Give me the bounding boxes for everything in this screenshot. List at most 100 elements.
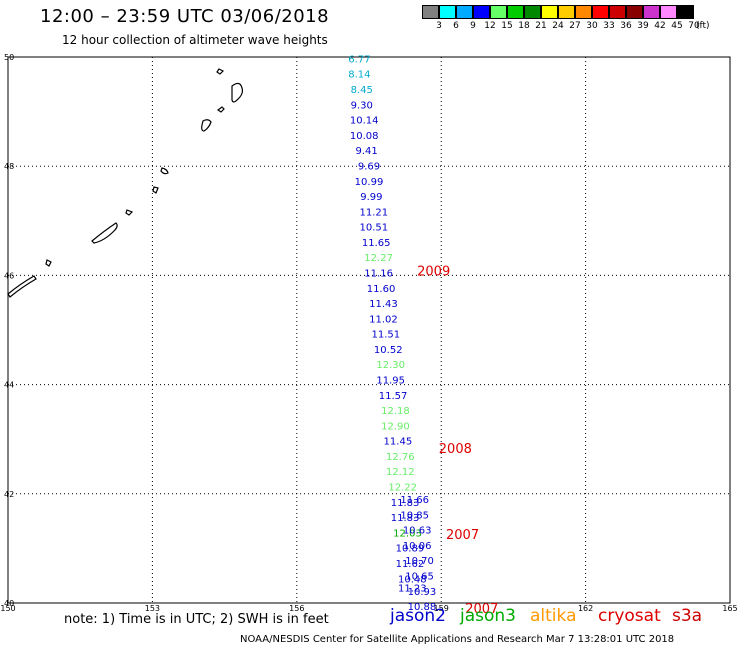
color-swatch: [626, 5, 643, 19]
map-subtitle: 12 hour collection of altimeter wave hei…: [62, 33, 328, 47]
color-scale-label: 39: [637, 21, 649, 31]
island-shape: [231, 82, 244, 103]
wave-height-label: 12.18: [381, 406, 410, 417]
footer-credit: NOAA/NESDIS Center for Satellite Applica…: [240, 634, 675, 645]
wave-height-label: 11.23: [398, 584, 427, 595]
y-tick-label: 46: [4, 271, 14, 280]
color-scale-label: 3: [436, 21, 442, 31]
axis-labels: 150 153 156 159 162 165 40 42 44 46 48 50: [0, 53, 737, 613]
x-tick-label: 162: [578, 604, 593, 613]
color-swatch: [575, 5, 592, 19]
y-tick-label: 48: [4, 162, 14, 171]
y-tick-label: 40: [4, 599, 14, 608]
color-swatch: [456, 5, 473, 19]
wave-height-label: 10.65: [405, 572, 434, 583]
wave-height-label: 12.12: [386, 467, 415, 478]
wave-height-label: 11.43: [369, 299, 398, 310]
color-scale-label: 15: [501, 21, 513, 31]
color-swatch: [439, 5, 456, 19]
wave-height-label: 12.27: [364, 253, 393, 264]
wave-height-label: 11.51: [372, 330, 401, 341]
coastline: [7, 68, 244, 298]
wave-height-label: 11.83: [391, 498, 420, 509]
note-text: note: 1) Time is in UTC; 2) SWH is in fe…: [64, 612, 329, 627]
legend-altika: altika: [530, 606, 577, 626]
legend-jason2: jason2: [390, 606, 446, 626]
wave-height-label: 9.99: [360, 192, 382, 203]
color-swatch: [558, 5, 575, 19]
legend-jason3: jason3: [460, 606, 516, 626]
color-scale-label: 24: [552, 21, 564, 31]
color-scale-label: 45: [671, 21, 683, 31]
island-shape: [216, 68, 225, 75]
y-tick-label: 44: [4, 381, 14, 390]
wave-height-label: 6.77: [348, 54, 370, 65]
wave-height-label: 11.57: [379, 391, 408, 402]
color-swatch: [524, 5, 541, 19]
x-tick-label: 150: [0, 604, 15, 613]
year-annotation: 2009: [417, 264, 450, 279]
grid-lines: [7, 56, 731, 604]
map-title: 12:00 – 23:59 UTC 03/06/2018: [40, 6, 330, 27]
wave-height-label: 10.93: [408, 587, 437, 598]
wave-height-label: 9.41: [355, 146, 377, 157]
wave-height-label: 10.63: [403, 526, 432, 537]
track-annotations: 2009 2008 2007 2007: [417, 264, 498, 616]
wave-height-label: 11.62: [396, 559, 425, 570]
wave-height-label: 10.70: [405, 556, 434, 567]
color-swatch: [677, 5, 694, 19]
color-scale-unit: (ft): [696, 21, 710, 31]
wave-height-label: 10.08: [350, 131, 379, 142]
wave-height-label: 9.69: [358, 161, 380, 172]
color-swatch: [490, 5, 507, 19]
y-tick-label: 42: [4, 490, 14, 499]
color-swatch: [422, 5, 439, 19]
wave-height-label: 10.99: [355, 177, 384, 188]
wave-height-label: 11.45: [384, 437, 413, 448]
track-points: 6.77 8.14 8.45 9.30 10.14 10.08 9.41 9.69 10.99 9…: [348, 54, 436, 613]
year-annotation: 2007: [446, 528, 479, 543]
x-tick-label: 153: [145, 604, 160, 613]
wave-height-label: 11.83: [391, 513, 420, 524]
wave-height-label: 10.85: [400, 510, 429, 521]
wave-height-label: 11.95: [376, 376, 405, 387]
wave-height-label: 12.90: [381, 421, 410, 432]
wave-height-label: 10.06: [403, 541, 432, 552]
legend-s3a: s3a: [672, 606, 703, 626]
color-swatch: [541, 5, 558, 19]
color-swatch: [660, 5, 677, 19]
island-shape: [201, 119, 212, 132]
wave-height-label: 10.52: [374, 345, 403, 356]
wave-height-label: 10.89: [396, 544, 425, 555]
color-swatch: [592, 5, 609, 19]
wave-height-label: 12.30: [376, 360, 405, 371]
color-swatch: [643, 5, 660, 19]
color-swatch: [609, 5, 626, 19]
wave-height-label: 8.45: [351, 85, 373, 96]
wave-height-label: 11.16: [364, 268, 393, 279]
x-tick-label: 156: [289, 604, 304, 613]
y-tick-label: 50: [4, 53, 14, 62]
wave-height-label: 11.65: [362, 238, 391, 249]
color-scale-label: 30: [586, 21, 598, 31]
wave-height-label: 12.76: [386, 452, 415, 463]
wave-height-label: 9.30: [351, 100, 373, 111]
color-scale-label: 70: [688, 21, 700, 31]
color-scale-label: 6: [453, 21, 459, 31]
island-shape: [45, 259, 52, 267]
year-annotation: 2007: [465, 602, 498, 617]
island-shape: [91, 222, 118, 244]
legend-cryosat: cryosat: [598, 606, 661, 626]
color-swatch: [473, 5, 490, 19]
color-scale: [422, 5, 694, 19]
color-scale-label: 36: [620, 21, 632, 31]
color-scale-label: 18: [518, 21, 530, 31]
x-tick-label: 165: [722, 604, 737, 613]
wave-height-label: 11.02: [369, 314, 398, 325]
wave-height-label: 11.21: [359, 207, 388, 218]
color-scale-label: 9: [470, 21, 476, 31]
wave-height-label: 12.03: [393, 528, 422, 539]
wave-height-label: 8.14: [348, 70, 370, 81]
wave-height-label: 10.14: [350, 116, 379, 127]
